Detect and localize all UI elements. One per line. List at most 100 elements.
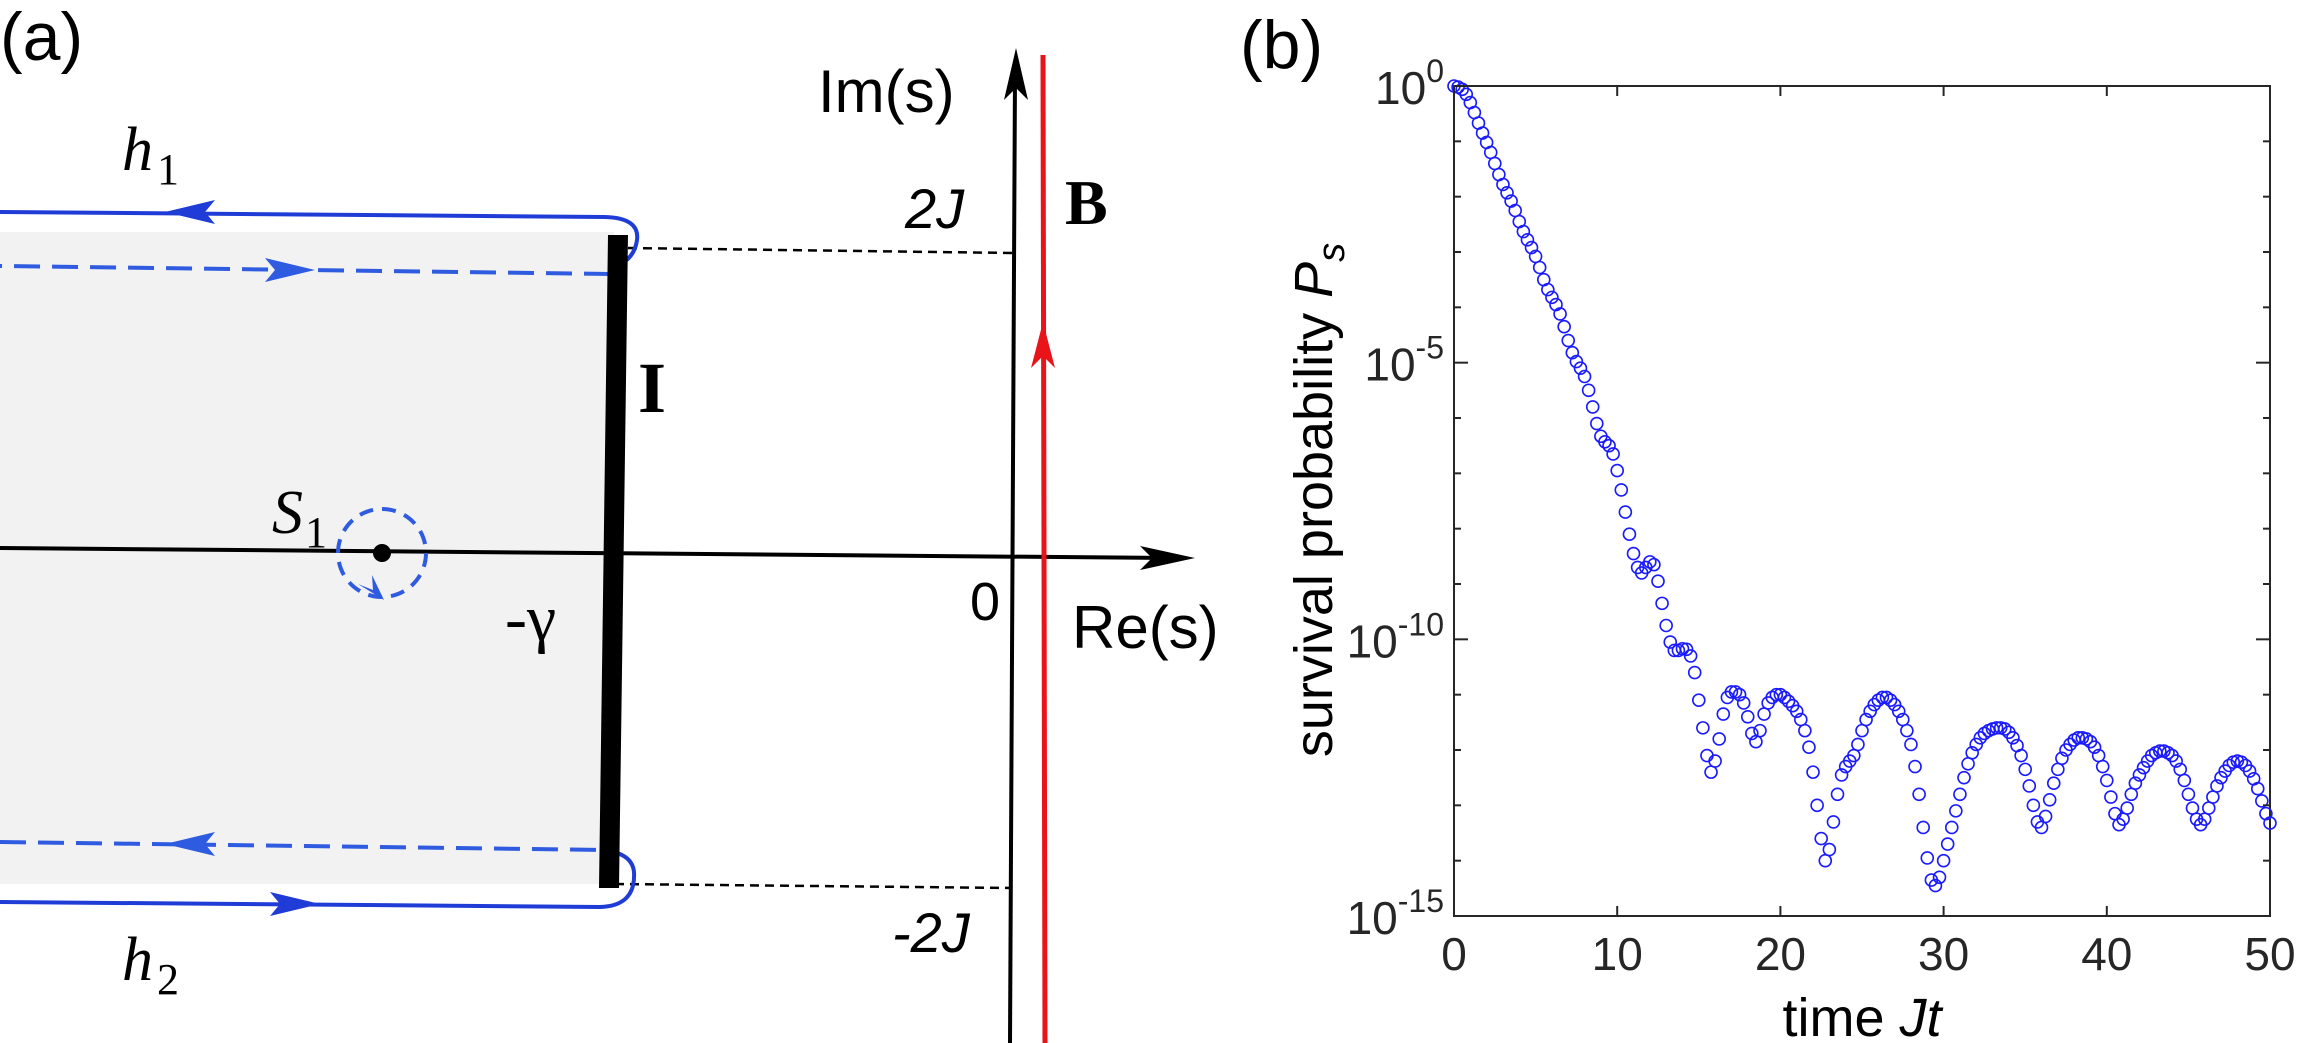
tick-2J: 2J xyxy=(904,177,965,240)
data-point xyxy=(2177,773,2192,788)
panel-b-label: (b) xyxy=(1240,7,1323,83)
data-point xyxy=(1781,694,1796,709)
pole-circle-arrow-icon xyxy=(358,575,384,600)
ref-line-2J xyxy=(627,246,1013,255)
data-point xyxy=(1516,224,1531,239)
data-point xyxy=(1610,463,1624,478)
bromwich-line xyxy=(1040,54,1048,1043)
data-point xyxy=(1949,804,1963,818)
data-point xyxy=(1716,707,1731,721)
imaginary-axis xyxy=(1008,74,1017,1043)
panel-a: (a) Im(s) Re(s) 0 2J -2J -γ I B h1 h2 S1 xyxy=(0,0,1219,1043)
data-point xyxy=(1940,837,1955,851)
data-point xyxy=(1936,853,1951,868)
data-point xyxy=(1753,723,1767,738)
data-point xyxy=(2234,755,2249,769)
data-point xyxy=(2038,809,2053,824)
data-point xyxy=(1598,434,1612,449)
data-point xyxy=(1687,665,1702,680)
data-point xyxy=(2242,764,2257,778)
data-point xyxy=(1859,712,1873,727)
contour-h2-label: h2 xyxy=(122,926,179,1004)
x-tick-label: 0 xyxy=(1441,928,1467,980)
data-point xyxy=(2153,744,2167,758)
data-point xyxy=(1745,726,1759,741)
data-point xyxy=(1736,696,1751,710)
data-point xyxy=(1614,483,1629,497)
data-point xyxy=(1732,687,1747,702)
x-tick-label: 10 xyxy=(1592,928,1643,980)
data-point xyxy=(1863,704,1877,719)
data-point xyxy=(1679,642,1694,657)
data-point xyxy=(1683,649,1698,663)
data-point xyxy=(1577,369,1592,384)
data-point xyxy=(1553,307,1567,321)
x-tick-label: 50 xyxy=(2244,928,2295,980)
y-axis-label: survival probability Ps xyxy=(1284,243,1353,757)
data-point xyxy=(1590,416,1604,431)
shaded-region xyxy=(0,232,614,884)
pole-dot xyxy=(373,544,391,562)
data-point xyxy=(2018,762,2032,777)
y-tick-label: 100 xyxy=(1375,53,1444,114)
data-point xyxy=(2214,770,2228,785)
data-point xyxy=(1875,690,1890,705)
data-point xyxy=(2181,787,2196,802)
data-point xyxy=(2071,731,2086,745)
data-point xyxy=(2210,779,2224,793)
data-point xyxy=(1916,820,1930,835)
data-point xyxy=(1769,687,1784,702)
data-point xyxy=(1496,177,1510,192)
x-tick-label: 40 xyxy=(2081,928,2132,980)
data-point xyxy=(1965,745,1979,760)
data-point xyxy=(1806,765,1820,779)
pole-label: S1 xyxy=(272,479,327,557)
data-point xyxy=(1953,787,1967,802)
data-point xyxy=(1655,596,1669,611)
data-point xyxy=(1557,319,1571,334)
data-point xyxy=(1712,732,1726,746)
data-point xyxy=(2169,754,2183,768)
data-point xyxy=(1867,697,1882,712)
data-point xyxy=(2100,773,2114,788)
contour-h1-arrow-icon xyxy=(165,200,215,224)
data-point xyxy=(1651,574,1665,589)
data-point xyxy=(1822,842,1837,857)
data-point xyxy=(2250,781,2265,796)
data-point xyxy=(1520,233,1535,247)
data-point xyxy=(1622,527,1637,542)
branch-cut xyxy=(599,235,628,888)
origin-label: 0 xyxy=(970,572,1000,632)
data-point xyxy=(1810,798,1824,813)
data-point xyxy=(1696,721,1710,735)
data-point xyxy=(2063,737,2077,752)
data-point xyxy=(2128,776,2143,791)
y-tick-label: 10-10 xyxy=(1347,606,1444,667)
data-point xyxy=(1851,737,1865,752)
data-point xyxy=(2014,748,2028,763)
data-point xyxy=(1724,685,1739,699)
data-point xyxy=(1969,737,1984,752)
data-point xyxy=(2136,760,2151,775)
data-point xyxy=(1692,693,1706,708)
imaginary-axis-arrowhead xyxy=(1004,48,1028,100)
data-point xyxy=(1663,635,1678,649)
data-point xyxy=(1883,693,1898,708)
data-point xyxy=(2222,758,2236,773)
real-axis xyxy=(0,546,1171,560)
data-point xyxy=(2104,790,2118,804)
data-point xyxy=(1789,704,1804,719)
data-point xyxy=(1830,787,1845,802)
data-point xyxy=(2055,751,2069,766)
data-point xyxy=(1573,361,1588,376)
data-point xyxy=(1626,546,1641,561)
data-point xyxy=(1777,690,1792,705)
data-point xyxy=(1904,737,1918,752)
data-point xyxy=(2046,776,2061,791)
data-point xyxy=(1973,731,1988,745)
data-point xyxy=(2026,798,2041,813)
data-point xyxy=(2132,768,2147,782)
data-point xyxy=(1944,820,1959,835)
contour-h2-dashed-arrow-icon xyxy=(165,832,215,856)
